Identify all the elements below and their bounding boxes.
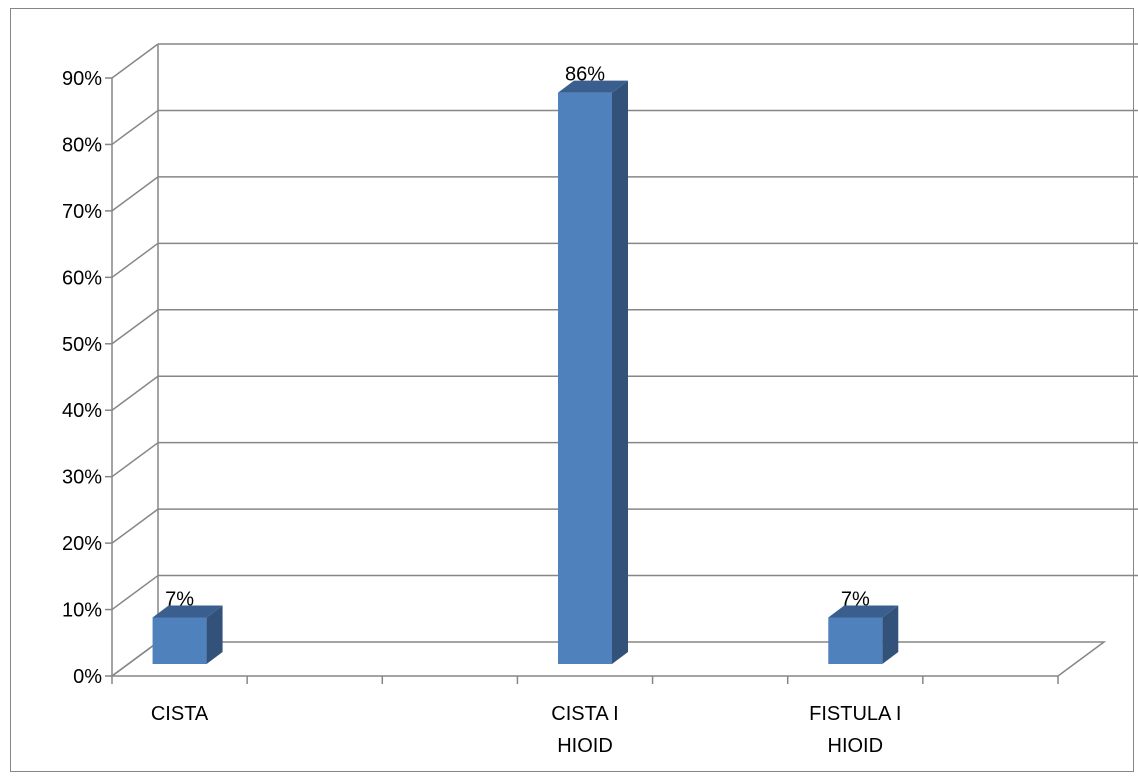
wall-diagonal (111, 508, 159, 544)
y-tick-label: 90% (62, 68, 102, 90)
category-label: CISTA (151, 703, 209, 725)
y-tick-label: 30% (62, 467, 102, 489)
bar-top (558, 80, 628, 93)
wall-diagonal (111, 574, 159, 611)
bar (152, 617, 207, 664)
wall-diagonal (111, 375, 159, 411)
wall-diagonal (111, 641, 159, 677)
y-tick-label: 50% (62, 334, 102, 356)
category-label: HIOID (828, 735, 884, 757)
wall-diagonal (111, 242, 159, 278)
category-label: FISTULA I (809, 703, 901, 725)
y-tick-label: 20% (62, 533, 102, 555)
y-tick-label: 70% (62, 201, 102, 223)
category-label: HIOID (557, 735, 613, 757)
bar-top (828, 605, 899, 618)
y-tick-label: 80% (62, 134, 102, 156)
bar-side (882, 605, 899, 664)
y-tick-label: 60% (62, 267, 102, 289)
y-tick-label: 0% (73, 666, 102, 688)
data-label: 7% (165, 588, 194, 610)
data-label: 7% (841, 588, 870, 610)
bar-top (152, 605, 223, 618)
bar-side (206, 605, 223, 664)
wall-diagonal (111, 176, 159, 212)
y-tick-label: 10% (62, 600, 102, 622)
bar-side (612, 80, 628, 665)
data-label: 86% (565, 64, 605, 86)
y-tick-label: 40% (62, 400, 102, 422)
wall-diagonal (111, 109, 159, 146)
wall-diagonal (111, 43, 159, 79)
wall-diagonal (111, 309, 159, 345)
category-label: CISTA I (551, 703, 618, 725)
wall-diagonal (111, 442, 159, 478)
bar (558, 92, 612, 665)
bar (828, 617, 883, 664)
